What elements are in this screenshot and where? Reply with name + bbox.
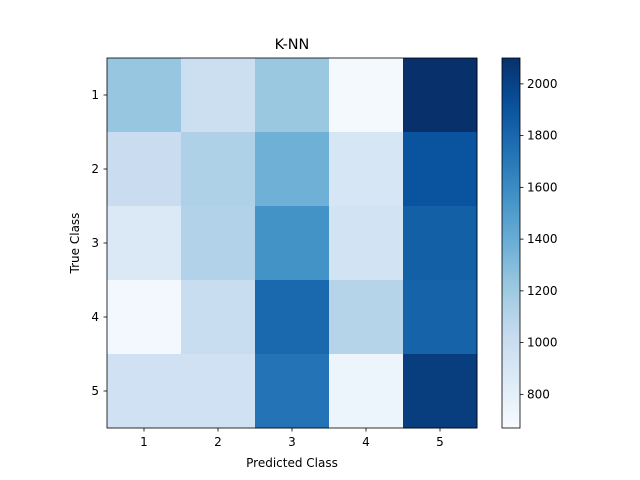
y-tick-label: 2 bbox=[91, 162, 99, 176]
colorbar bbox=[501, 57, 521, 429]
y-tick-label: 1 bbox=[91, 88, 99, 102]
heatmap-cell bbox=[329, 206, 404, 281]
heatmap-cell bbox=[255, 58, 330, 133]
heatmap-cells bbox=[107, 58, 478, 429]
chart-title: K-NN bbox=[275, 37, 310, 53]
colorbar-tick-label: 1000 bbox=[527, 336, 558, 350]
heatmap-cell bbox=[181, 206, 256, 281]
heatmap-cell bbox=[181, 58, 256, 133]
heatmap-cell bbox=[107, 354, 182, 429]
colorbar-tick-label: 1800 bbox=[527, 129, 558, 143]
y-axis-ticks: 1 2 3 4 5 bbox=[91, 88, 107, 398]
heatmap-cell bbox=[255, 132, 330, 207]
y-tick-label: 4 bbox=[91, 310, 99, 324]
heatmap-cell bbox=[403, 280, 478, 355]
heatmap-cell bbox=[107, 206, 182, 281]
x-tick-label: 5 bbox=[436, 435, 444, 449]
y-tick-label: 3 bbox=[91, 236, 99, 250]
heatmap-cell bbox=[403, 58, 478, 133]
heatmap-cell bbox=[107, 280, 182, 355]
heatmap-cell bbox=[255, 354, 330, 429]
x-tick-label: 4 bbox=[362, 435, 370, 449]
heatmap-cell bbox=[329, 58, 404, 133]
heatmap-cell bbox=[403, 132, 478, 207]
heatmap-cell bbox=[181, 354, 256, 429]
colorbar-ticks: 800 1000 1200 1400 1600 1800 2000 bbox=[520, 77, 558, 401]
colorbar-tick-label: 1200 bbox=[527, 284, 558, 298]
heatmap-cell bbox=[181, 280, 256, 355]
heatmap-cell bbox=[403, 354, 478, 429]
heatmap-cell bbox=[107, 58, 182, 133]
x-axis-title: Predicted Class bbox=[246, 456, 338, 470]
heatmap-cell bbox=[255, 206, 330, 281]
y-tick-label: 5 bbox=[91, 384, 99, 398]
x-axis-ticks: 1 2 3 4 5 bbox=[140, 428, 444, 449]
x-tick-label: 1 bbox=[140, 435, 148, 449]
heatmap-cell bbox=[329, 132, 404, 207]
heatmap-cell bbox=[329, 354, 404, 429]
colorbar-tick-label: 1600 bbox=[527, 180, 558, 194]
heatmap-cell bbox=[255, 280, 330, 355]
x-tick-label: 3 bbox=[288, 435, 296, 449]
colorbar-tick-label: 1400 bbox=[527, 232, 558, 246]
x-tick-label: 2 bbox=[214, 435, 222, 449]
heatmap-cell bbox=[107, 132, 182, 207]
y-axis-title: True Class bbox=[68, 213, 82, 275]
colorbar-tick-label: 800 bbox=[527, 387, 550, 401]
heatmap-cell bbox=[181, 132, 256, 207]
colorbar-tick-label: 2000 bbox=[527, 77, 558, 91]
heatmap-cell bbox=[403, 206, 478, 281]
heatmap-cell bbox=[329, 280, 404, 355]
